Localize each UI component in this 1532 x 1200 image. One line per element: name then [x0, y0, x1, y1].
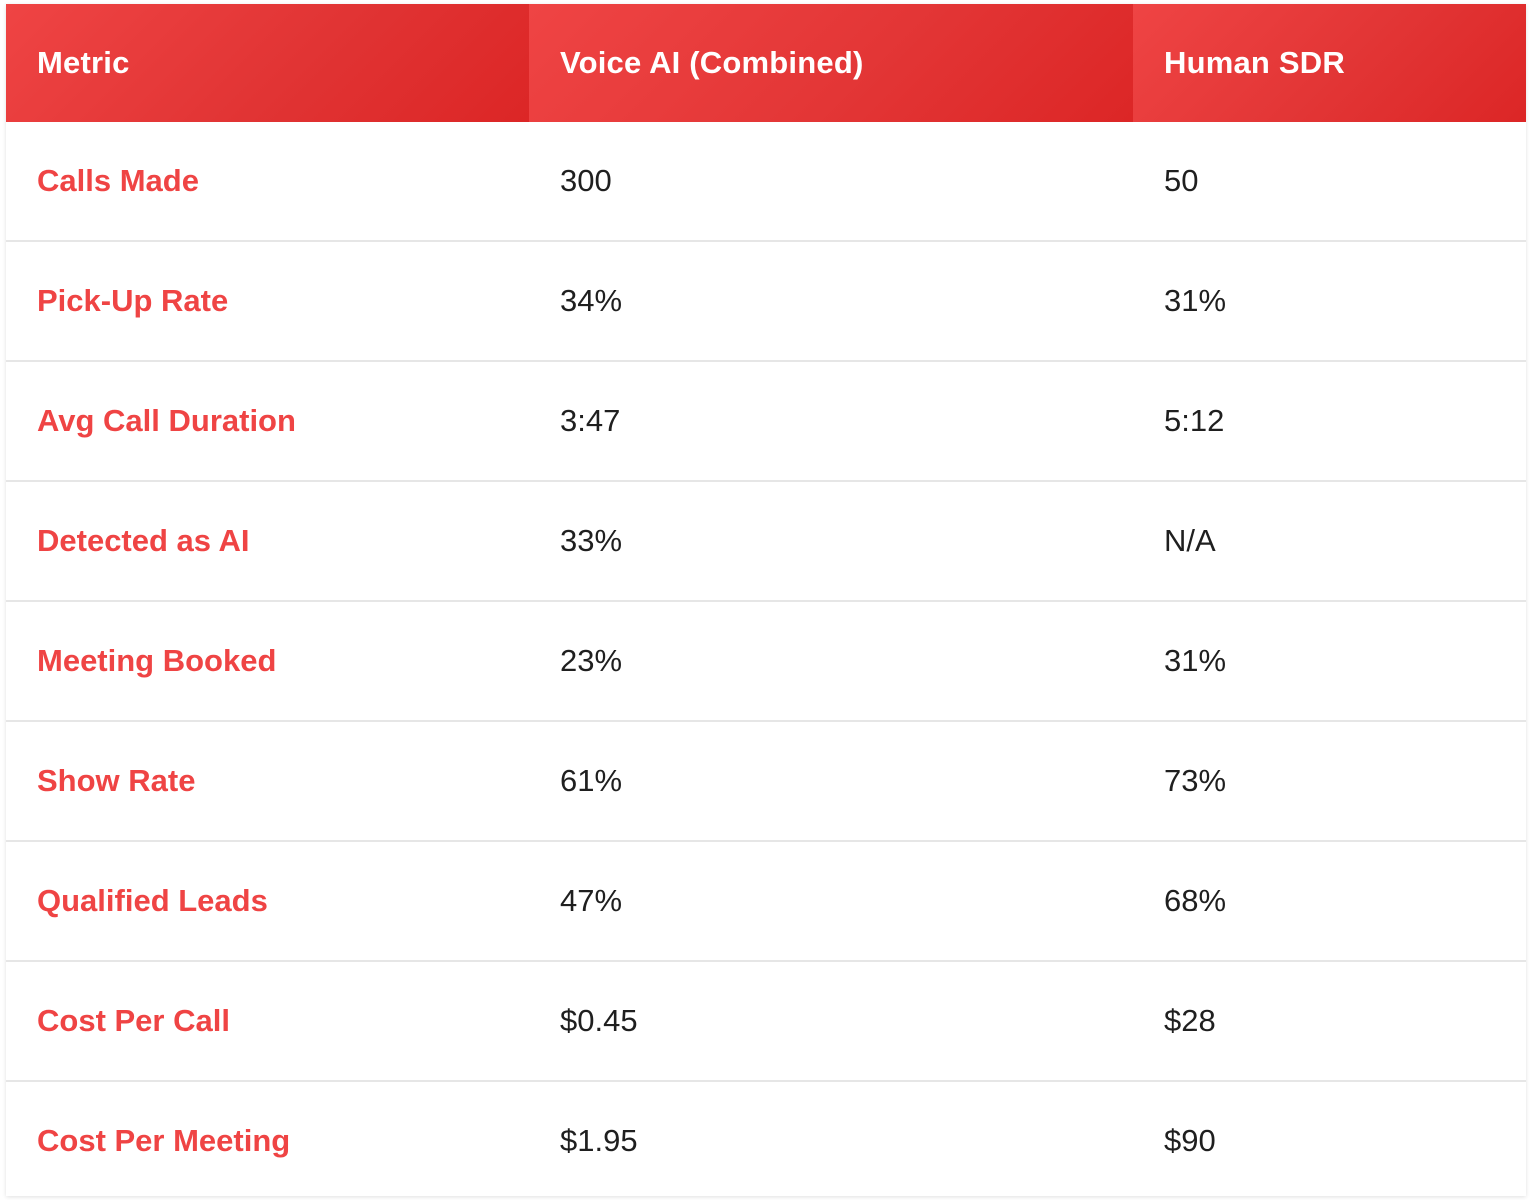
human-sdr-cell: 68%	[1133, 840, 1526, 961]
column-header-voice-ai: Voice AI (Combined)	[529, 4, 1133, 122]
table-row: Meeting Booked 23% 31%	[6, 600, 1526, 721]
table-row: Calls Made 300 50	[6, 122, 1526, 241]
table-row: Show Rate 61% 73%	[6, 720, 1526, 841]
human-sdr-cell: $28	[1133, 960, 1526, 1081]
human-sdr-cell: $90	[1133, 1080, 1526, 1200]
metric-cell: Detected as AI	[6, 480, 529, 601]
human-sdr-cell: 5:12	[1133, 360, 1526, 481]
voice-ai-cell: 33%	[529, 480, 1133, 601]
human-sdr-cell: N/A	[1133, 480, 1526, 601]
column-header-metric: Metric	[6, 4, 529, 122]
voice-ai-cell: 47%	[529, 840, 1133, 961]
human-sdr-cell: 50	[1164, 163, 1199, 198]
voice-ai-cell: 300	[560, 163, 612, 198]
comparison-table: Metric Voice AI (Combined) Human SDR Cal…	[6, 4, 1526, 1200]
metric-cell: Calls Made	[37, 163, 199, 198]
table-row: Cost Per Meeting $1.95 $90	[6, 1080, 1526, 1200]
metric-cell: Pick-Up Rate	[6, 240, 529, 361]
voice-ai-cell: 61%	[529, 720, 1133, 841]
human-sdr-cell: 31%	[1133, 600, 1526, 721]
table-row: Detected as AI 33% N/A	[6, 480, 1526, 601]
voice-ai-cell: $1.95	[529, 1080, 1133, 1200]
metric-cell: Cost Per Call	[6, 960, 529, 1081]
voice-ai-cell: $0.45	[529, 960, 1133, 1081]
metric-cell: Avg Call Duration	[6, 360, 529, 481]
metric-cell: Qualified Leads	[6, 840, 529, 961]
metric-cell: Show Rate	[6, 720, 529, 841]
metric-cell: Cost Per Meeting	[6, 1080, 529, 1200]
table-row: Qualified Leads 47% 68%	[6, 840, 1526, 961]
voice-ai-cell: 23%	[529, 600, 1133, 721]
table-row: Cost Per Call $0.45 $28	[6, 960, 1526, 1081]
metric-cell: Meeting Booked	[6, 600, 529, 721]
table-header-row: Metric Voice AI (Combined) Human SDR	[6, 4, 1526, 122]
human-sdr-cell: 73%	[1133, 720, 1526, 841]
voice-ai-cell: 3:47	[529, 360, 1133, 481]
table-row: Pick-Up Rate 34% 31%	[6, 240, 1526, 361]
comparison-table-container: Metric Voice AI (Combined) Human SDR Cal…	[6, 4, 1526, 1200]
human-sdr-cell: 31%	[1133, 240, 1526, 361]
table-row: Avg Call Duration 3:47 5:12	[6, 360, 1526, 481]
voice-ai-cell: 34%	[529, 240, 1133, 361]
column-header-human-sdr: Human SDR	[1133, 4, 1526, 122]
